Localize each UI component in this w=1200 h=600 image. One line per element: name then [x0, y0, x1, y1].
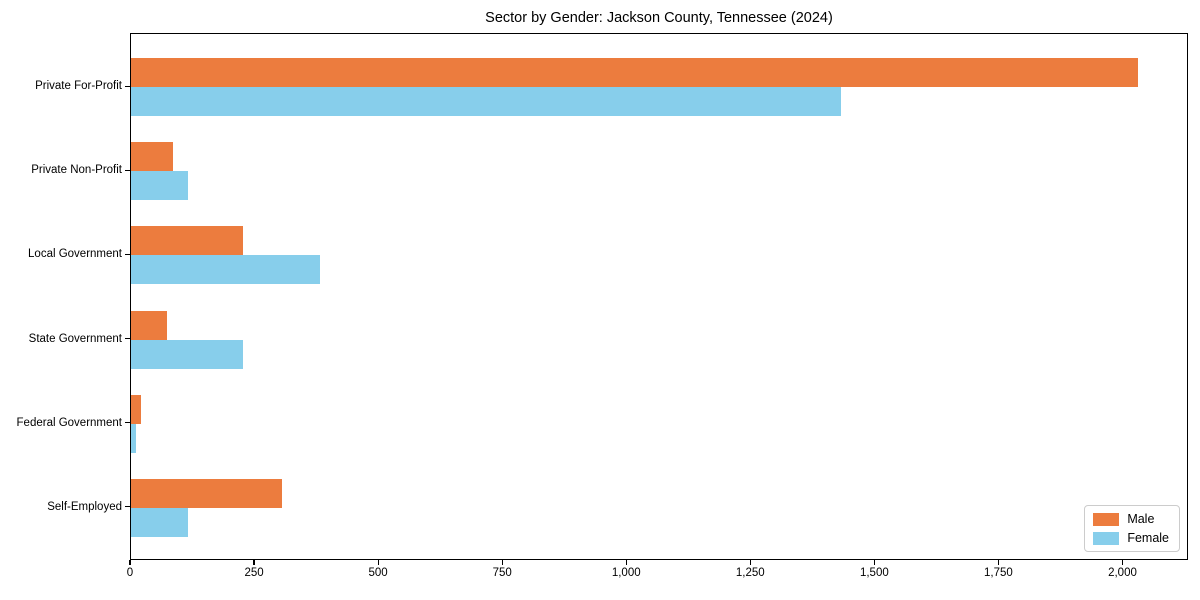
bar-female-local-government [131, 255, 320, 285]
x-tick-mark [377, 560, 379, 565]
x-tick-label-250: 250 [244, 567, 264, 579]
legend-swatch-female [1093, 531, 1120, 545]
x-tick-mark [749, 560, 751, 565]
y-tick-label-private-non-profit: Private Non-Profit [31, 164, 122, 177]
y-tick-label-local-government: Local Government [28, 248, 122, 261]
bar-male-private-for-profit [131, 58, 1139, 88]
bar-female-federal-government [131, 423, 136, 453]
y-tick-mark [125, 253, 130, 256]
legend-label-female: Female [1127, 531, 1169, 545]
bar-female-self-employed [131, 507, 189, 537]
x-tick-label-1-000: 1,000 [611, 567, 641, 579]
x-tick-label-1-250: 1,250 [735, 567, 765, 579]
y-tick-mark [125, 169, 130, 171]
bar-male-state-government [131, 310, 168, 340]
x-tick-label-500: 500 [368, 567, 388, 579]
legend-item-female: Female [1093, 531, 1169, 545]
x-tick-label-1-500: 1,500 [859, 567, 889, 579]
bar-female-private-non-profit [131, 171, 189, 201]
y-tick-mark [125, 506, 130, 508]
y-tick-label-self-employed: Self-Employed [47, 500, 122, 513]
bar-female-state-government [131, 339, 243, 369]
x-tick-label-0: 0 [126, 567, 134, 579]
bar-male-private-non-profit [131, 142, 174, 172]
x-tick-label-2-000: 2,000 [1108, 567, 1137, 579]
legend-swatch-male [1093, 512, 1120, 526]
bar-male-local-government [131, 226, 243, 256]
y-tick-mark [125, 85, 130, 87]
bar-male-federal-government [131, 394, 141, 424]
y-tick-label-private-for-profit: Private For-Profit [35, 80, 122, 93]
x-tick-mark [501, 560, 503, 565]
y-tick-mark [125, 337, 130, 340]
x-tick-mark [1121, 560, 1124, 565]
legend-label-male: Male [1127, 512, 1155, 526]
x-tick-mark [997, 560, 1000, 565]
x-tick-mark [625, 560, 627, 565]
chart-title: Sector by Gender: Jackson County, Tennes… [485, 10, 833, 26]
x-tick-mark [873, 560, 875, 565]
plot-area: Male Female [130, 33, 1188, 560]
y-tick-label-state-government: State Government [28, 332, 122, 345]
bar-female-private-for-profit [131, 87, 841, 117]
legend: Male Female [1084, 505, 1180, 552]
legend-item-male: Male [1093, 512, 1169, 526]
x-tick-mark [253, 560, 255, 565]
bar-male-self-employed [131, 478, 283, 508]
x-tick-label-750: 750 [492, 567, 512, 579]
x-tick-mark [129, 560, 131, 565]
y-tick-mark [125, 421, 130, 424]
y-tick-label-federal-government: Federal Government [16, 416, 122, 429]
x-tick-label-1-750: 1,750 [984, 567, 1013, 579]
